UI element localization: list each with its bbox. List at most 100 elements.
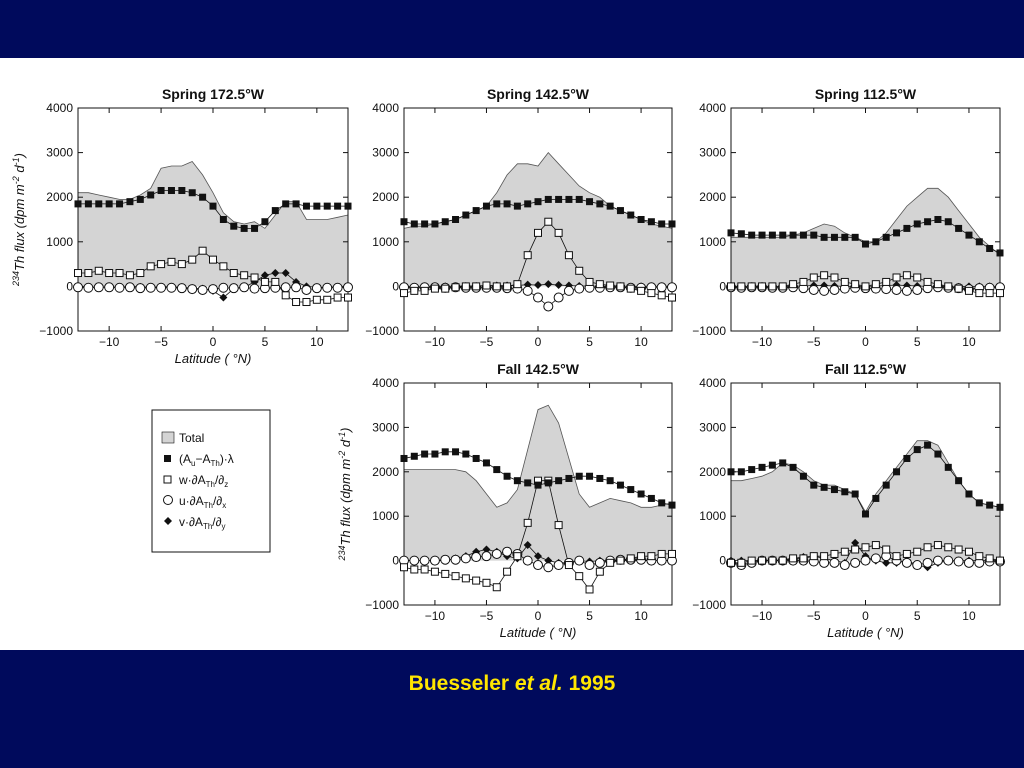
point-open-square xyxy=(985,554,994,563)
y-tick-label: 2000 xyxy=(372,190,399,204)
point-open-circle xyxy=(471,552,482,563)
point-open-circle xyxy=(83,282,94,293)
point-filled-square xyxy=(768,231,776,239)
point-filled-square xyxy=(944,218,952,226)
point-filled-square xyxy=(136,195,144,203)
y-axis-label-part: Th flux ( xyxy=(12,222,27,271)
point-filled-square xyxy=(452,448,460,456)
point-open-circle xyxy=(563,285,574,296)
point-open-circle xyxy=(912,560,923,571)
point-filled-square xyxy=(779,459,787,467)
point-open-square xyxy=(575,266,584,275)
point-open-square xyxy=(657,291,666,300)
point-filled-square xyxy=(555,477,563,485)
point-open-square xyxy=(606,558,615,567)
point-open-square xyxy=(933,280,942,289)
point-filled-square xyxy=(748,231,756,239)
point-open-square xyxy=(851,280,860,289)
point-open-square xyxy=(616,556,625,565)
point-filled-square xyxy=(799,472,807,480)
point-filled-square xyxy=(472,454,480,462)
point-filled-square xyxy=(668,220,676,228)
point-filled-square xyxy=(493,200,501,208)
point-open-circle xyxy=(932,555,943,566)
point-filled-square xyxy=(178,187,186,195)
x-axis-label-part: ( °N) xyxy=(221,351,251,366)
point-open-circle xyxy=(491,548,502,559)
point-open-circle xyxy=(208,284,218,295)
legend-label-total: Total xyxy=(179,431,204,445)
y-tick-label: 0 xyxy=(719,279,726,293)
point-open-circle xyxy=(850,557,861,568)
point-filled-square xyxy=(637,216,645,223)
point-open-square xyxy=(188,255,197,264)
point-open-square xyxy=(737,558,746,567)
legend-item-term1: (Au−ATh)·λ xyxy=(164,452,234,468)
point-filled-square xyxy=(758,463,766,471)
point-open-square xyxy=(554,228,563,237)
point-filled-diamond xyxy=(281,269,290,278)
point-filled-square xyxy=(95,200,103,208)
point-open-circle xyxy=(409,555,420,566)
x-tick-label: −10 xyxy=(752,335,773,349)
point-filled-square xyxy=(748,466,756,474)
point-open-square xyxy=(626,284,635,293)
point-filled-square xyxy=(323,202,331,210)
chart-title: Spring 142.5°W xyxy=(487,86,590,102)
x-tick-label: −5 xyxy=(807,335,821,349)
point-open-square xyxy=(799,554,808,563)
point-filled-square xyxy=(882,481,890,489)
point-open-circle xyxy=(187,284,198,295)
x-tick-label: 0 xyxy=(862,609,869,623)
point-open-square xyxy=(105,269,114,278)
point-filled-square xyxy=(421,450,429,458)
point-open-square xyxy=(996,289,1004,298)
y-tick-label: 1000 xyxy=(372,509,399,523)
point-open-square xyxy=(585,277,594,286)
point-filled-square xyxy=(524,200,532,208)
x-tick-label: 5 xyxy=(914,609,921,623)
point-open-circle xyxy=(963,557,974,568)
point-open-square xyxy=(482,281,491,290)
y-axis-label-part: dpm m xyxy=(12,184,27,224)
x-tick-label: −10 xyxy=(425,609,446,623)
point-open-circle xyxy=(481,551,492,562)
point-filled-square xyxy=(116,200,124,208)
x-axis-label: Latitude ( °N) xyxy=(175,351,252,366)
point-filled-square xyxy=(292,200,300,208)
point-filled-diamond xyxy=(260,271,269,280)
point-filled-square xyxy=(893,468,901,476)
y-tick-label: −1000 xyxy=(692,598,726,612)
legend-item-total: Total xyxy=(161,431,204,445)
point-open-square xyxy=(595,567,604,576)
point-open-circle xyxy=(584,560,595,571)
y-tick-label: 3000 xyxy=(699,420,726,434)
y-tick-label: 1000 xyxy=(699,509,726,523)
point-filled-square xyxy=(199,193,207,201)
point-filled-square xyxy=(334,202,342,210)
point-open-square xyxy=(410,565,419,574)
point-filled-square xyxy=(421,220,429,228)
point-open-square xyxy=(400,289,408,298)
point-open-square xyxy=(913,273,922,282)
point-open-square xyxy=(430,567,439,576)
point-open-square xyxy=(668,549,676,558)
point-filled-square xyxy=(986,244,994,252)
point-filled-square xyxy=(789,463,797,471)
point-filled-square xyxy=(513,202,521,210)
point-open-square xyxy=(840,277,849,286)
point-open-circle xyxy=(156,282,167,293)
y-tick-label: 3000 xyxy=(372,420,399,434)
point-open-square xyxy=(637,552,646,561)
point-filled-square xyxy=(965,231,973,239)
point-filled-square xyxy=(400,218,408,226)
point-open-square xyxy=(229,269,238,278)
point-filled-diamond xyxy=(544,280,553,289)
chart-panel-4: Fall 142.5°W −1000 0 1000 2000 3000 4000 −10 −5 0… xyxy=(337,361,677,640)
point-filled-square xyxy=(820,483,828,491)
point-filled-square xyxy=(924,441,932,449)
point-open-circle xyxy=(104,282,115,293)
point-filled-square xyxy=(616,207,624,215)
point-filled-square xyxy=(472,207,480,215)
y-tick-label: 0 xyxy=(392,279,399,293)
